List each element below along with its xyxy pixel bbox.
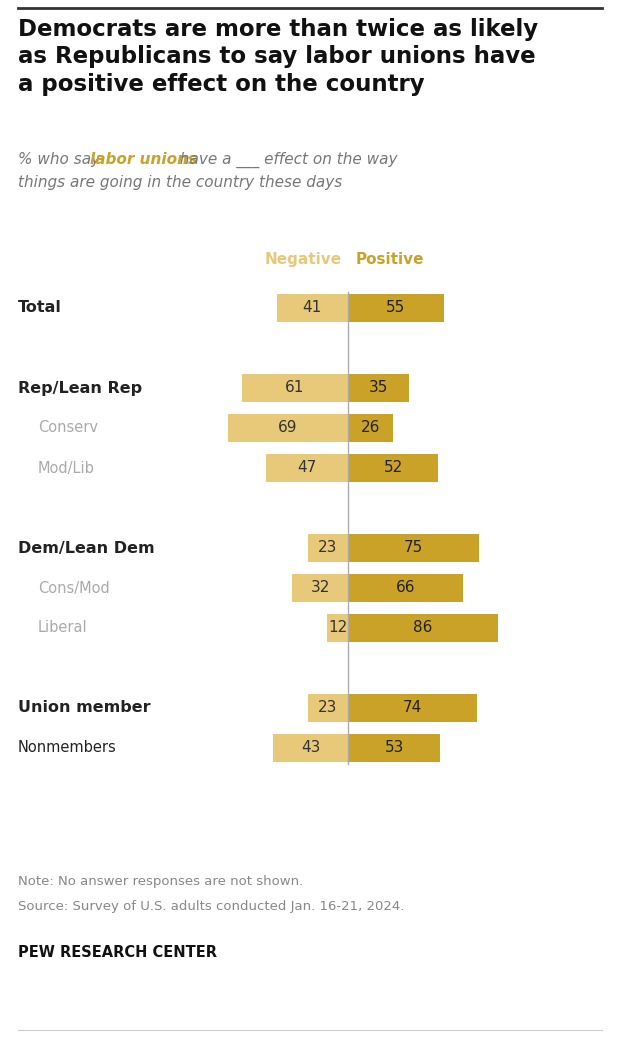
Text: Dem/Lean Dem: Dem/Lean Dem	[18, 541, 154, 555]
Text: 66: 66	[396, 580, 415, 595]
Bar	[348, 533, 479, 562]
Text: 32: 32	[311, 580, 330, 595]
Bar	[327, 614, 348, 642]
Text: labor unions: labor unions	[90, 152, 197, 167]
Bar	[273, 734, 348, 762]
Text: Mod/Lib: Mod/Lib	[38, 460, 95, 475]
Text: 26: 26	[361, 421, 380, 435]
Bar	[242, 374, 348, 402]
Text: 43: 43	[301, 740, 321, 756]
Bar	[292, 574, 348, 602]
Text: Liberal: Liberal	[38, 620, 87, 636]
Bar	[348, 574, 463, 602]
Text: 86: 86	[413, 620, 433, 636]
Text: Cons/Mod: Cons/Mod	[38, 580, 110, 595]
Text: 23: 23	[318, 541, 338, 555]
Text: 41: 41	[303, 301, 322, 315]
Text: 23: 23	[318, 701, 338, 715]
Bar	[277, 294, 348, 322]
Text: 47: 47	[298, 460, 317, 475]
Text: 12: 12	[328, 620, 347, 636]
Bar	[348, 374, 409, 402]
Text: Source: Survey of U.S. adults conducted Jan. 16-21, 2024.: Source: Survey of U.S. adults conducted …	[18, 900, 404, 914]
Text: Negative: Negative	[265, 252, 342, 267]
Text: things are going in the country these days: things are going in the country these da…	[18, 175, 342, 190]
Bar	[266, 454, 348, 482]
Text: Total: Total	[18, 301, 62, 315]
Text: 35: 35	[369, 380, 388, 396]
Text: Nonmembers: Nonmembers	[18, 740, 117, 756]
Text: have a ___ effect on the way: have a ___ effect on the way	[175, 152, 397, 168]
Text: 69: 69	[278, 421, 298, 435]
Text: 75: 75	[404, 541, 423, 555]
Text: 55: 55	[386, 301, 405, 315]
Text: 61: 61	[285, 380, 304, 396]
Bar	[348, 454, 438, 482]
Text: Positive: Positive	[356, 252, 425, 267]
Text: % who say: % who say	[18, 152, 105, 167]
Text: Conserv: Conserv	[38, 421, 98, 435]
Bar	[348, 294, 444, 322]
Text: 74: 74	[403, 701, 422, 715]
Text: Rep/Lean Rep: Rep/Lean Rep	[18, 380, 142, 396]
Bar	[348, 614, 498, 642]
Bar	[348, 694, 477, 722]
Text: Democrats are more than twice as likely
as Republicans to say labor unions have
: Democrats are more than twice as likely …	[18, 18, 538, 96]
Bar	[228, 414, 348, 442]
Text: Note: No answer responses are not shown.: Note: No answer responses are not shown.	[18, 875, 303, 888]
Bar	[308, 694, 348, 722]
Text: 52: 52	[384, 460, 403, 475]
Text: Union member: Union member	[18, 701, 151, 715]
Bar	[348, 734, 440, 762]
Bar	[348, 414, 393, 442]
Bar	[308, 533, 348, 562]
Text: PEW RESEARCH CENTER: PEW RESEARCH CENTER	[18, 945, 217, 960]
Text: 53: 53	[384, 740, 404, 756]
